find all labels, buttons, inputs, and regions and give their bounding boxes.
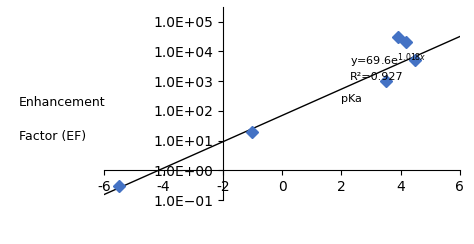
Text: Factor (EF): Factor (EF) (19, 130, 86, 143)
Text: Enhancement: Enhancement (19, 96, 106, 109)
Text: y=69.6e$^{1.018x}$
R²=0.927: y=69.6e$^{1.018x}$ R²=0.927 (350, 52, 427, 82)
Text: pKa: pKa (341, 94, 362, 104)
